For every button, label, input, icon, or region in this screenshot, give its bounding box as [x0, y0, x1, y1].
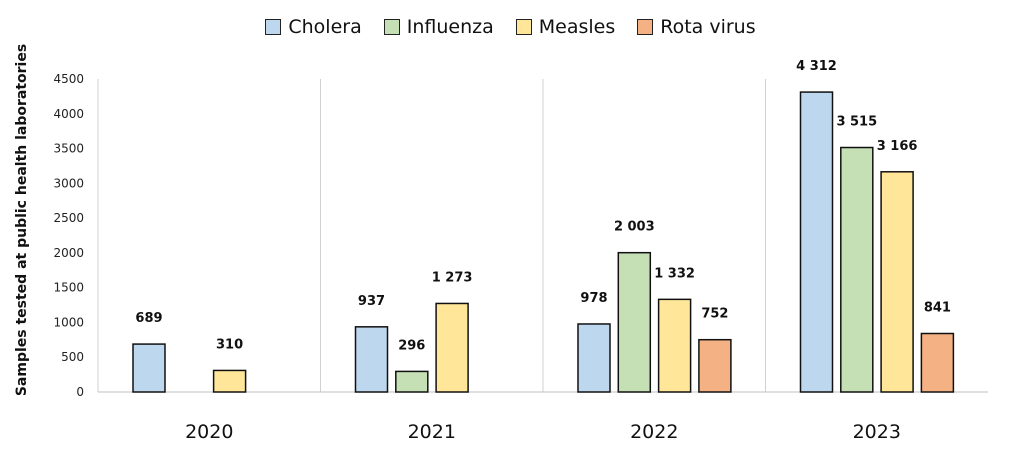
- x-tick-label: 2020: [185, 421, 233, 443]
- bar-measles: [435, 302, 469, 393]
- data-label: 2 003: [614, 220, 655, 235]
- legend: Cholera Influenza Measles Rota virus: [0, 16, 1021, 38]
- data-label: 937: [358, 294, 385, 309]
- legend-swatch: [637, 19, 654, 35]
- x-tick-label: 2021: [408, 421, 456, 443]
- legend-swatch: [515, 19, 532, 35]
- y-tick-label: 1000: [53, 315, 84, 329]
- legend-swatch: [383, 19, 400, 35]
- y-tick-label: 500: [61, 350, 84, 364]
- data-label: 1 332: [654, 266, 695, 281]
- legend-label: Measles: [538, 16, 616, 38]
- data-label: 978: [580, 291, 607, 306]
- data-label: 1 273: [432, 270, 473, 285]
- legend-item-rota-virus: Rota virus: [637, 16, 756, 38]
- bar-rota-virus: [920, 332, 955, 393]
- y-tick-label: 3500: [53, 142, 84, 156]
- y-tick-label: 2000: [53, 246, 84, 260]
- data-label: 296: [398, 338, 425, 353]
- bar-measles: [880, 171, 914, 393]
- x-tick-label: 2022: [630, 421, 678, 443]
- data-label: 752: [701, 307, 728, 322]
- y-tick-label: 4000: [53, 107, 84, 121]
- y-tick-label: 1500: [53, 281, 84, 295]
- legend-label: Influenza: [406, 16, 494, 38]
- bar-cholera: [577, 323, 611, 393]
- y-tick-label: 0: [76, 385, 84, 399]
- bar-measles: [212, 369, 247, 393]
- legend-label: Cholera: [288, 16, 362, 38]
- data-label: 3 166: [877, 139, 918, 154]
- data-label: 4 312: [796, 59, 837, 74]
- legend-label: Rota virus: [660, 16, 756, 38]
- y-tick-label: 3000: [53, 176, 84, 190]
- bar-cholera: [132, 343, 166, 393]
- bar-cholera: [799, 91, 834, 393]
- data-label: 689: [135, 311, 162, 326]
- legend-item-measles: Measles: [515, 16, 616, 38]
- bar-measles: [657, 298, 692, 393]
- data-label: 841: [924, 301, 951, 316]
- legend-item-cholera: Cholera: [265, 16, 362, 38]
- data-label: 310: [216, 337, 243, 352]
- data-label: 3 515: [836, 115, 877, 130]
- bar-influenza: [617, 251, 652, 393]
- legend-swatch: [265, 19, 282, 35]
- x-tick-label: 2023: [853, 421, 901, 443]
- bar-cholera: [354, 326, 389, 393]
- bar-rota-virus: [698, 338, 732, 393]
- y-tick-label: 2500: [53, 211, 84, 225]
- legend-item-influenza: Influenza: [383, 16, 494, 38]
- bar-influenza: [395, 370, 429, 393]
- bar-influenza: [840, 146, 874, 393]
- y-tick-label: 4500: [53, 72, 84, 86]
